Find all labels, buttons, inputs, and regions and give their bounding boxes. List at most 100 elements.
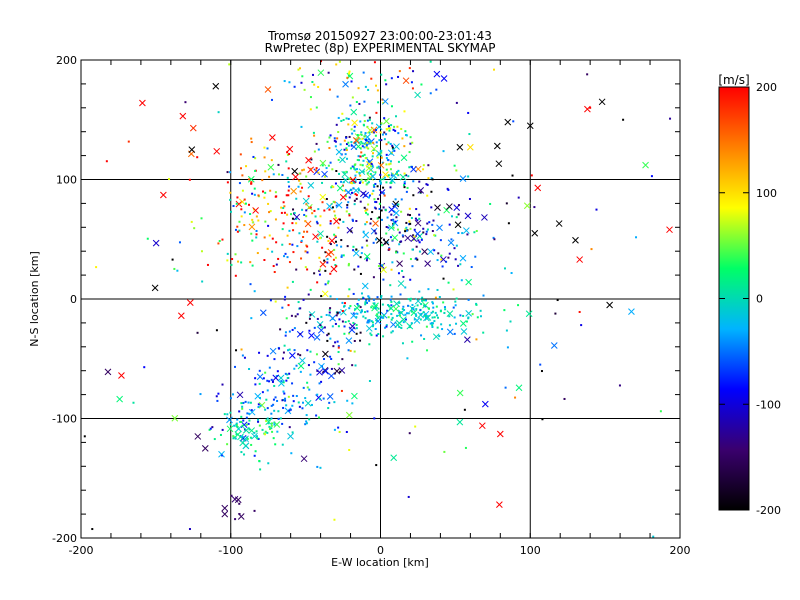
data-point-x	[392, 305, 400, 313]
data-point	[438, 335, 441, 338]
data-point	[284, 331, 287, 334]
data-point	[517, 196, 520, 199]
data-point	[253, 187, 256, 190]
data-point	[253, 509, 256, 512]
data-point	[506, 346, 509, 349]
data-point-x	[642, 161, 649, 169]
data-point	[440, 323, 443, 326]
data-point	[369, 332, 372, 335]
data-point	[408, 214, 411, 217]
data-point	[351, 96, 354, 99]
data-point	[355, 100, 358, 103]
data-point	[326, 235, 329, 238]
data-point	[354, 193, 357, 196]
data-point	[248, 368, 251, 371]
data-point	[352, 166, 355, 169]
data-point-x	[302, 197, 310, 205]
data-point	[355, 316, 358, 319]
data-point	[364, 301, 367, 304]
data-point	[394, 198, 397, 201]
data-point	[387, 127, 390, 130]
data-point	[355, 220, 358, 223]
data-point	[358, 181, 361, 184]
data-point-x	[313, 334, 321, 341]
data-point-x	[410, 235, 418, 242]
data-point	[270, 404, 273, 407]
data-point	[453, 164, 456, 167]
chart-subtitle: RwPretec (8p) EXPERIMENTAL SKYMAP	[265, 41, 496, 55]
data-point	[269, 189, 272, 192]
data-point	[287, 395, 290, 398]
x-tick-label: -200	[69, 544, 94, 557]
data-point	[383, 138, 386, 141]
data-point	[467, 316, 470, 319]
data-point	[345, 430, 348, 433]
data-point-x	[434, 204, 441, 211]
data-point	[407, 304, 410, 307]
data-point-x	[290, 187, 298, 195]
data-point	[329, 134, 332, 137]
data-point	[312, 131, 315, 134]
data-point	[431, 178, 434, 181]
data-point	[430, 177, 433, 180]
data-point	[268, 366, 271, 369]
data-point	[364, 179, 367, 182]
data-point-x	[349, 322, 356, 330]
data-point	[291, 431, 294, 434]
data-point	[330, 367, 333, 370]
data-point	[286, 373, 289, 376]
data-point-x	[414, 297, 422, 305]
data-point	[337, 363, 340, 366]
data-point	[343, 305, 346, 308]
data-point	[285, 404, 288, 407]
data-point-x	[481, 400, 489, 408]
data-point-x	[363, 137, 370, 145]
data-point	[475, 302, 478, 305]
data-point-x	[326, 202, 333, 210]
data-point	[234, 274, 237, 277]
data-point	[418, 241, 421, 244]
data-point	[475, 303, 478, 306]
data-point	[286, 376, 289, 379]
data-point	[341, 320, 344, 323]
data-point	[365, 301, 368, 304]
data-point	[327, 332, 330, 335]
data-point	[328, 88, 331, 91]
x-tick-label: -100	[218, 544, 243, 557]
data-point-x	[160, 191, 167, 199]
data-point	[382, 335, 385, 338]
data-point	[329, 272, 332, 275]
data-point	[248, 412, 251, 415]
data-point-x	[352, 137, 360, 144]
data-point	[270, 412, 273, 415]
data-point	[353, 181, 356, 184]
data-point	[218, 240, 221, 243]
data-point	[211, 426, 214, 429]
data-point	[453, 316, 456, 319]
data-point	[401, 234, 404, 237]
data-point	[378, 216, 381, 219]
data-point	[296, 245, 299, 248]
data-point	[269, 210, 272, 213]
data-point	[314, 169, 317, 172]
data-point-x	[322, 350, 329, 358]
data-point	[356, 134, 359, 137]
data-point	[342, 118, 345, 121]
data-point	[381, 161, 384, 164]
data-point	[503, 267, 506, 270]
data-point	[335, 123, 338, 126]
data-point-x	[333, 217, 340, 225]
data-point	[241, 407, 244, 410]
data-point-x	[362, 231, 370, 239]
data-point	[271, 422, 274, 425]
data-point	[298, 405, 301, 408]
data-point-x	[466, 143, 474, 151]
data-point	[331, 206, 334, 209]
data-point	[347, 262, 350, 265]
data-point	[304, 397, 307, 400]
data-point	[410, 310, 413, 313]
data-point	[226, 171, 229, 174]
data-point	[493, 68, 496, 71]
data-point	[356, 303, 359, 306]
